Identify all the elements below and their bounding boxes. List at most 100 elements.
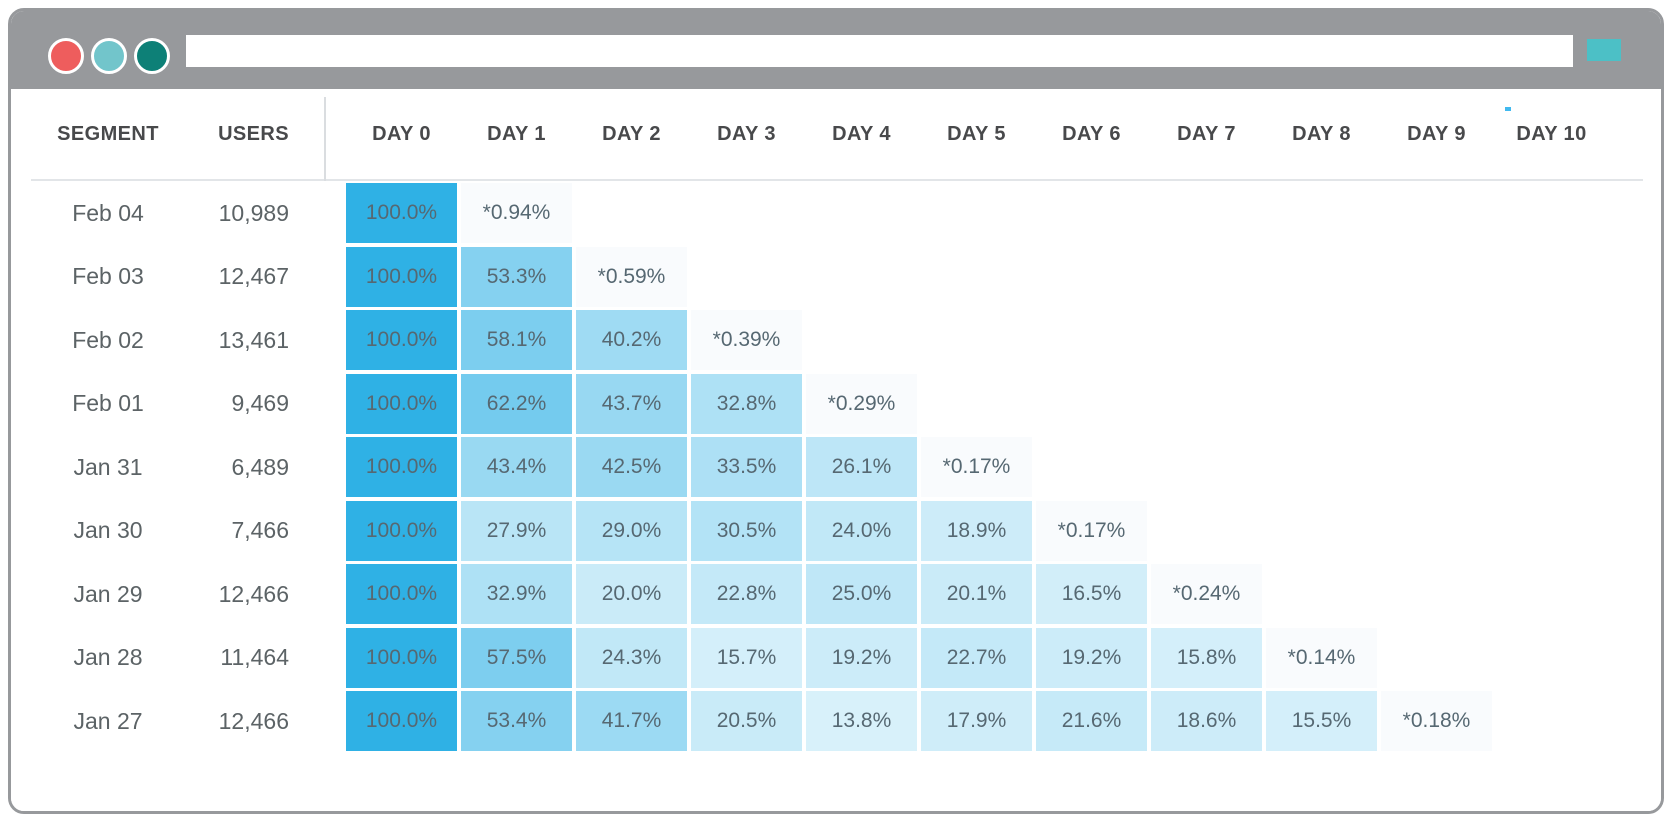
segment-label: Jan 29 — [73, 580, 143, 607]
column-header-users: USERS — [218, 122, 289, 145]
retention-cell: 22.8% — [691, 564, 802, 624]
window-minimize-button[interactable] — [91, 38, 127, 74]
retention-cell: 20.0% — [576, 564, 687, 624]
cohort-row: Feb 04 10,989 100.0% *0.94% — [11, 183, 1661, 243]
column-header-day-7: DAY 7 — [1177, 122, 1236, 145]
retention-cell-projected: *0.18% — [1381, 691, 1492, 751]
window-fullscreen-button[interactable] — [134, 38, 170, 74]
retention-cell-projected: *0.17% — [921, 437, 1032, 497]
page-content: SEGMENT USERS DAY 0 DAY 1 DAY 2 DAY 3 DAY 4 D… — [11, 89, 1661, 811]
column-header-day-3: DAY 3 — [717, 122, 776, 145]
retention-cell-projected: *0.14% — [1266, 627, 1377, 688]
cohort-row: Feb 01 9,469 100.0% 62.2% 43.7% 32.8% *0.29% — [11, 373, 1661, 434]
retention-cell: 62.2% — [461, 373, 572, 434]
retention-cell: 100.0% — [346, 564, 457, 624]
users-count: 12,466 — [218, 580, 289, 607]
retention-cell: 41.7% — [576, 691, 687, 751]
retention-cell: 15.8% — [1151, 627, 1262, 688]
segment-label: Jan 30 — [73, 517, 143, 543]
column-header-day-6: DAY 6 — [1062, 122, 1121, 145]
retention-cell: 32.9% — [461, 564, 572, 624]
users-count: 10,989 — [218, 199, 289, 226]
retention-cell: 24.0% — [806, 500, 917, 561]
retention-cell: 18.9% — [921, 500, 1032, 561]
cohort-row: Jan 29 12,466 100.0% 32.9% 20.0% 22.8% 25.0% 20… — [11, 564, 1661, 624]
retention-cell-projected: *0.17% — [1036, 500, 1147, 561]
cohort-row: Jan 31 6,489 100.0% 43.4% 42.5% 33.5% 26.1% *0.… — [11, 437, 1661, 497]
cohort-row: Jan 28 11,464 100.0% 57.5% 24.3% 15.7% 19.2% 22… — [11, 627, 1661, 688]
column-header-day-5: DAY 5 — [947, 122, 1006, 145]
retention-cell: 43.7% — [576, 373, 687, 434]
retention-cell: 100.0% — [346, 500, 457, 561]
users-count: 13,461 — [218, 326, 289, 353]
users-count: 7,466 — [231, 517, 289, 543]
users-count: 11,464 — [220, 644, 289, 670]
retention-cell: 100.0% — [346, 627, 457, 688]
column-header-day-4: DAY 4 — [832, 122, 891, 145]
retention-cell: 40.2% — [576, 310, 687, 370]
retention-cell: 24.3% — [576, 627, 687, 688]
retention-cell: 100.0% — [346, 373, 457, 434]
retention-cell: 25.0% — [806, 564, 917, 624]
url-bar[interactable] — [186, 35, 1573, 67]
retention-cell: 15.5% — [1266, 691, 1377, 751]
cohort-row: Jan 27 12,466 100.0% 53.4% 41.7% 20.5% 13.8% 17… — [11, 691, 1661, 751]
window-close-button[interactable] — [48, 38, 84, 74]
retention-cell: 43.4% — [461, 437, 572, 497]
cohort-rows: Feb 04 10,989 100.0% *0.94% Feb 03 12,467 100.… — [11, 181, 1661, 751]
retention-cell: 100.0% — [346, 183, 457, 243]
column-header-segment: SEGMENT — [57, 122, 159, 145]
retention-cell: 13.8% — [806, 691, 917, 751]
retention-cell: 53.4% — [461, 691, 572, 751]
retention-cell: 42.5% — [576, 437, 687, 497]
retention-cell: 57.5% — [461, 627, 572, 688]
browser-titlebar — [11, 11, 1661, 89]
retention-cell: 30.5% — [691, 500, 802, 561]
retention-cell: 33.5% — [691, 437, 802, 497]
cohort-row: Feb 03 12,467 100.0% 53.3% *0.59% — [11, 246, 1661, 307]
retention-cell: 100.0% — [346, 246, 457, 307]
segment-label: Feb 04 — [72, 199, 144, 226]
retention-cell-projected: *0.39% — [691, 310, 802, 370]
browser-action-button[interactable] — [1587, 39, 1621, 61]
segment-label: Jan 31 — [73, 453, 143, 480]
retention-cell: 100.0% — [346, 310, 457, 370]
retention-cell-projected: *0.94% — [461, 183, 572, 243]
header-divider — [324, 97, 326, 181]
retention-cell: 16.5% — [1036, 564, 1147, 624]
cohort-row: Jan 30 7,466 100.0% 27.9% 29.0% 30.5% 24.0% 18.… — [11, 500, 1661, 561]
retention-cell: 19.2% — [806, 627, 917, 688]
table-header-row: SEGMENT USERS DAY 0 DAY 1 DAY 2 DAY 3 DAY 4 D… — [11, 89, 1661, 179]
segment-label: Jan 28 — [73, 644, 143, 670]
retention-cell: 58.1% — [461, 310, 572, 370]
segment-label: Jan 27 — [73, 707, 143, 734]
users-count: 9,469 — [231, 390, 289, 416]
retention-cell: 20.5% — [691, 691, 802, 751]
retention-cell: 27.9% — [461, 500, 572, 561]
column-header-day-8: DAY 8 — [1292, 122, 1351, 145]
segment-label: Feb 03 — [72, 263, 144, 289]
segment-label: Feb 02 — [72, 326, 144, 353]
users-count: 12,466 — [218, 707, 289, 734]
retention-cell: 22.7% — [921, 627, 1032, 688]
users-count: 6,489 — [231, 453, 289, 480]
users-count: 12,467 — [218, 263, 289, 289]
column-header-day-0: DAY 0 — [372, 122, 431, 145]
column-header-day-9: DAY 9 — [1407, 122, 1466, 145]
retention-cell-projected: *0.24% — [1151, 564, 1262, 624]
retention-cell-projected: *0.59% — [576, 246, 687, 307]
cursor-speck — [1505, 107, 1511, 111]
retention-cell: 21.6% — [1036, 691, 1147, 751]
retention-cell: 19.2% — [1036, 627, 1147, 688]
retention-cell: 15.7% — [691, 627, 802, 688]
retention-cell: 20.1% — [921, 564, 1032, 624]
column-header-day-2: DAY 2 — [602, 122, 661, 145]
column-header-day-10: DAY 10 — [1516, 122, 1587, 145]
browser-window: SEGMENT USERS DAY 0 DAY 1 DAY 2 DAY 3 DAY 4 D… — [8, 8, 1664, 814]
segment-label: Feb 01 — [72, 390, 144, 416]
column-header-day-1: DAY 1 — [487, 122, 546, 145]
retention-cell: 18.6% — [1151, 691, 1262, 751]
retention-cell: 100.0% — [346, 691, 457, 751]
retention-cell: 17.9% — [921, 691, 1032, 751]
retention-cell: 32.8% — [691, 373, 802, 434]
